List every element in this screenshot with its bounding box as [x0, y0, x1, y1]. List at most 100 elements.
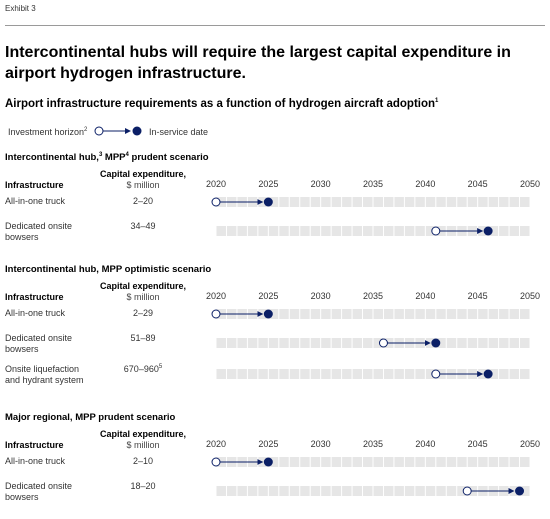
track-cell [310, 338, 321, 348]
track-cell [520, 486, 530, 496]
track-cell [488, 309, 499, 319]
track-cell [226, 369, 237, 379]
track-cell [520, 338, 530, 348]
track-cell [436, 486, 446, 496]
track-cell [216, 486, 226, 496]
track-cell [331, 369, 342, 379]
track-cell [446, 309, 457, 319]
track-cell [404, 226, 415, 236]
subtitle-footnote: 1 [435, 98, 439, 105]
track-cell [237, 226, 247, 236]
track-cell [363, 309, 373, 319]
track-cell [363, 197, 373, 207]
track-cell [478, 338, 488, 348]
track-cell [363, 369, 373, 379]
track-cell [216, 369, 226, 379]
section-title-part: Intercontinental hub, MPP optimistic sce… [5, 264, 212, 275]
track-cell [467, 338, 478, 348]
track-cell [289, 338, 300, 348]
year-tick-label: 2040 [415, 439, 436, 449]
infrastructure-header: Infrastructure [5, 292, 64, 302]
track-cell [279, 369, 289, 379]
track-cell [415, 309, 425, 319]
infrastructure-label: Onsite liquefaction and hydrant system [5, 364, 84, 385]
track-cell [310, 369, 321, 379]
track-cell [478, 309, 488, 319]
track-cell [331, 226, 342, 236]
track-cell [415, 226, 425, 236]
track-cell [404, 486, 415, 496]
track-cell [226, 226, 237, 236]
section-title-part: Major regional, MPP prudent scenario [5, 412, 176, 423]
track-cell [373, 309, 383, 319]
track-cell [499, 309, 509, 319]
track-cell [467, 197, 478, 207]
track-cell [478, 197, 488, 207]
capex-range: 18–20 [130, 481, 156, 491]
section-title-part: MPP [102, 152, 126, 163]
track-cell [279, 309, 289, 319]
track-cell [383, 309, 394, 319]
investment-start-marker [431, 226, 441, 236]
year-tick-label: 2030 [310, 179, 331, 189]
track-cell [289, 197, 300, 207]
track-cell [331, 309, 342, 319]
track-cell [394, 197, 404, 207]
track-cell [342, 369, 352, 379]
capex-value: 51–89 [88, 333, 198, 343]
track-cell [300, 197, 310, 207]
track-cell [383, 457, 394, 467]
track-cell [321, 309, 331, 319]
track-cell [289, 309, 300, 319]
capex-range: 34–49 [130, 221, 156, 231]
legend-marks [94, 126, 142, 136]
track-cell [509, 338, 520, 348]
capex-header-label: Capital expenditure, [99, 281, 187, 291]
track-cell [268, 226, 279, 236]
footnote-marker: 4 [125, 151, 129, 158]
track-cell [446, 338, 457, 348]
exhibit-label: Exhibit 3 [5, 4, 36, 13]
track-cell [394, 226, 404, 236]
track-cell [268, 457, 279, 467]
section-title-part: prudent scenario [128, 152, 209, 163]
capex-header-unit: $ million [126, 440, 160, 450]
track-cell [509, 369, 520, 379]
track-cell [425, 226, 436, 236]
track-cell [331, 197, 342, 207]
infrastructure-label: All-in-one truck [5, 196, 66, 206]
track-cell [352, 369, 363, 379]
track-cell [446, 197, 457, 207]
section-title: Major regional, MPP prudent scenario [5, 412, 175, 423]
infrastructure-header: Infrastructure [5, 440, 64, 450]
track-cell [352, 486, 363, 496]
track-cell [342, 309, 352, 319]
year-tick-label: 2050 [519, 179, 541, 189]
track-cell [457, 309, 467, 319]
track-cell [216, 226, 226, 236]
track-cell [415, 457, 425, 467]
track-cell [321, 369, 331, 379]
year-tick-label: 2045 [467, 179, 488, 189]
track-cell [415, 369, 425, 379]
in-service-marker [483, 226, 493, 236]
capex-value: 34–49 [88, 221, 198, 231]
in-service-marker [263, 309, 273, 319]
year-tick-label: 2020 [205, 179, 227, 189]
track-cell [488, 457, 499, 467]
track-cell [425, 197, 436, 207]
track-cell [226, 338, 237, 348]
year-tick-label: 2050 [519, 291, 541, 301]
track-cell [373, 457, 383, 467]
track-cell [373, 197, 383, 207]
track-cell [310, 226, 321, 236]
track-cell [373, 226, 383, 236]
track-cell [394, 309, 404, 319]
track-cell [289, 226, 300, 236]
year-tick-label: 2040 [415, 179, 436, 189]
in-service-marker [515, 486, 525, 496]
track-cell [425, 369, 436, 379]
track-cell [499, 226, 509, 236]
capex-range: 2–29 [132, 308, 154, 318]
